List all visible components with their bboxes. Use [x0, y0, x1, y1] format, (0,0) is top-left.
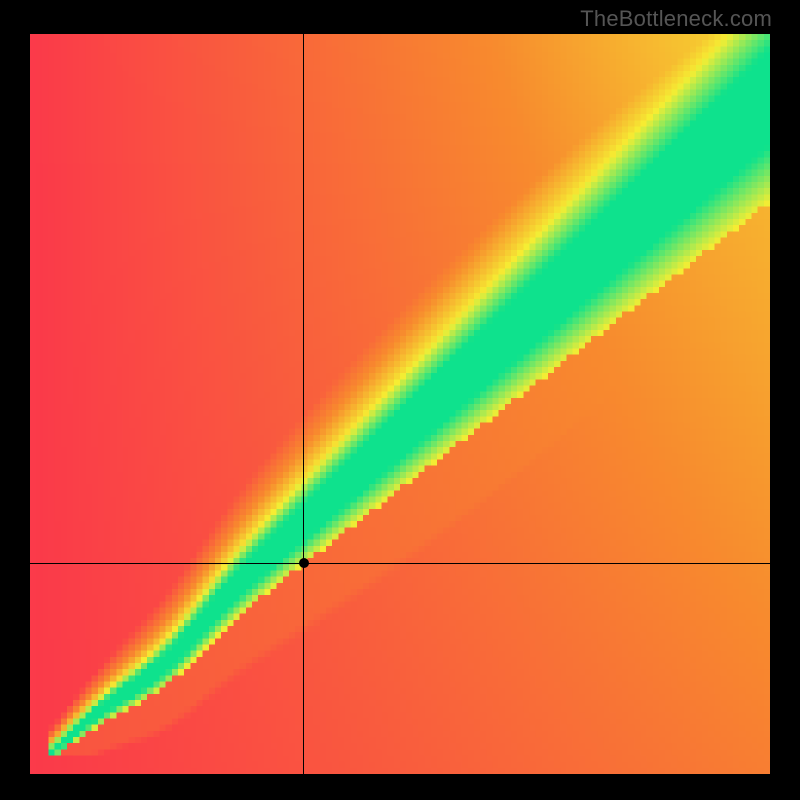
- crosshair-vertical: [303, 34, 304, 774]
- heatmap-canvas: [30, 34, 770, 774]
- watermark-text: TheBottleneck.com: [580, 6, 772, 32]
- crosshair-marker: [299, 558, 309, 568]
- crosshair-horizontal: [30, 563, 770, 564]
- heatmap-plot: [30, 34, 770, 774]
